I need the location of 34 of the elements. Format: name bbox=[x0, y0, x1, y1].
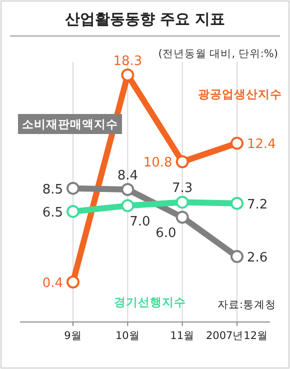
data-label: 8.4 bbox=[117, 168, 138, 184]
chart-subtitle: (전년동월 대비, 단위:%) bbox=[158, 48, 278, 60]
data-label: 18.3 bbox=[113, 54, 142, 69]
point bbox=[66, 182, 80, 195]
data-label: 10.8 bbox=[143, 156, 172, 171]
point bbox=[121, 182, 134, 196]
x-tick-label: 9월 bbox=[64, 330, 82, 342]
x-tick-label: 11월 bbox=[170, 330, 195, 342]
data-label: 0.4 bbox=[42, 276, 63, 291]
point bbox=[66, 204, 80, 218]
data-label: 8.5 bbox=[42, 182, 63, 198]
data-label: 7.2 bbox=[247, 197, 268, 212]
point bbox=[66, 276, 80, 288]
data-label: 7.3 bbox=[172, 181, 193, 196]
text: 소비재판매액지수 bbox=[22, 117, 118, 131]
point bbox=[230, 136, 244, 150]
point bbox=[176, 196, 189, 209]
point bbox=[176, 155, 189, 168]
text: 자료:통계청 bbox=[217, 299, 276, 311]
point bbox=[230, 250, 244, 264]
x-tick-label: 10월 bbox=[115, 330, 140, 342]
data-label: 2.6 bbox=[247, 250, 268, 266]
data-label: 12.4 bbox=[247, 137, 276, 152]
data-label: 6.0 bbox=[156, 226, 176, 242]
data-label: 7.0 bbox=[130, 214, 150, 230]
chart-title: 산업활동동향 주요 지표 bbox=[64, 10, 226, 28]
data-label: 6.5 bbox=[42, 205, 63, 220]
text: 경기선행지수 bbox=[114, 295, 186, 309]
point bbox=[121, 68, 134, 82]
text: 광공업생산지수 bbox=[198, 87, 282, 101]
x-tick-label: 2007년12월 bbox=[206, 330, 268, 342]
point bbox=[176, 210, 189, 224]
point bbox=[230, 196, 244, 210]
point bbox=[121, 199, 134, 212]
